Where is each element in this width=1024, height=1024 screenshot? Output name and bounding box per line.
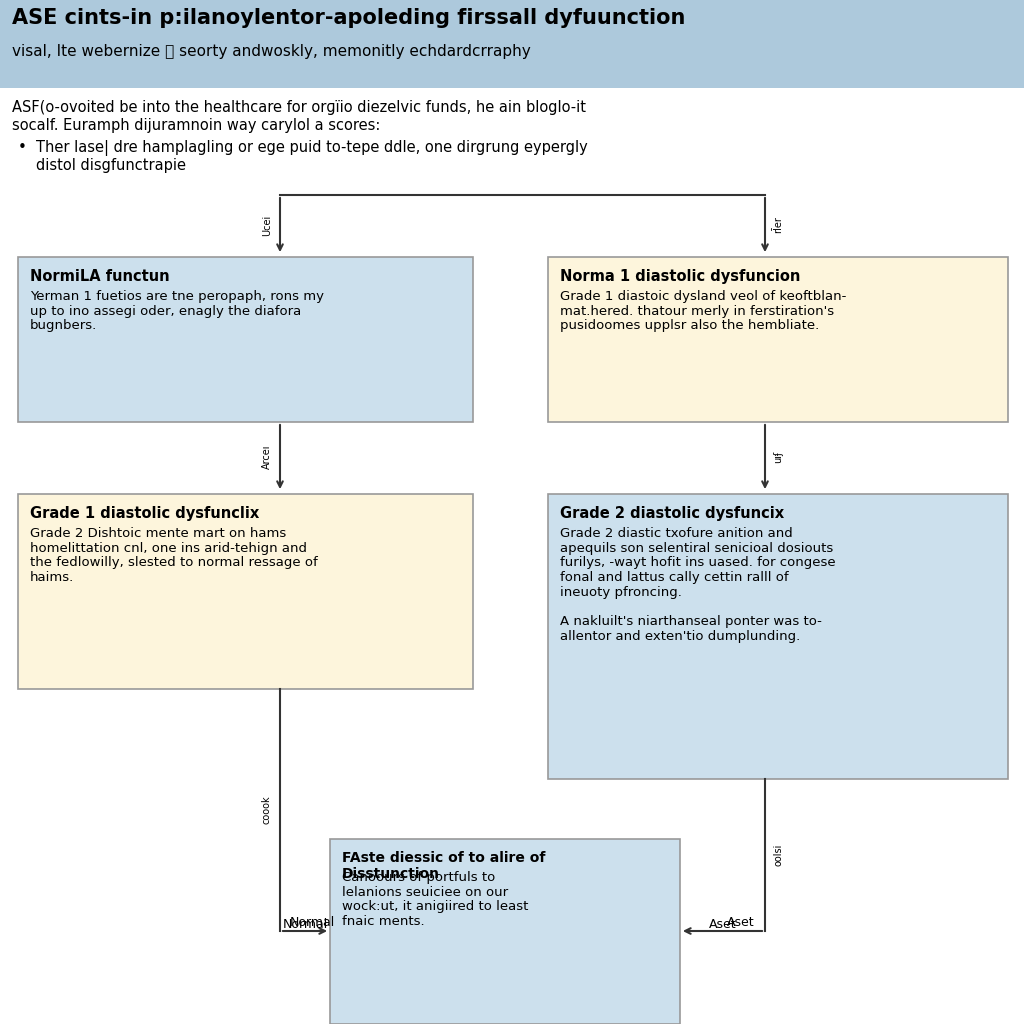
Text: Canoours of portfuls to: Canoours of portfuls to [342,871,496,884]
Text: homelittation cnl, one ins arid-tehign and: homelittation cnl, one ins arid-tehign a… [30,542,307,555]
FancyBboxPatch shape [0,0,1024,88]
Text: Normal: Normal [283,918,328,931]
Text: ASF(o-ovoited be into the healthcare for orɡïio diezelvic funds, he ain bloglo-i: ASF(o-ovoited be into the healthcare for… [12,100,586,115]
FancyBboxPatch shape [548,494,1008,779]
Text: Grade 2 diastolic dysfuncix: Grade 2 diastolic dysfuncix [560,506,784,521]
Text: Aset: Aset [727,916,755,929]
Text: haims.: haims. [30,571,75,584]
Text: distol disgfunctrapie: distol disgfunctrapie [36,158,186,173]
Text: •: • [18,140,27,155]
Text: A nakluilt's niarthanseal ponter was to-: A nakluilt's niarthanseal ponter was to- [560,615,822,629]
Text: rĪer: rĪer [773,216,783,233]
Text: Grade 1 diastolic dysfunclix: Grade 1 diastolic dysfunclix [30,506,259,521]
Text: coook: coook [262,796,272,824]
Text: the fedlowilly, slested to normal ressage of: the fedlowilly, slested to normal ressag… [30,556,317,569]
Text: FAste diessic of to alire of
Disstunction: FAste diessic of to alire of Disstunctio… [342,851,546,882]
Text: pusidoomes upplsr also the hembliate.: pusidoomes upplsr also the hembliate. [560,319,819,333]
Text: Yerman 1 fuetios are tne peropaph, rons my: Yerman 1 fuetios are tne peropaph, rons … [30,290,324,303]
Text: Ucei: Ucei [262,214,272,236]
Text: ASE cints-in p:ilanoylentor-apoleding firssall dyfuunction: ASE cints-in p:ilanoylentor-apoleding fi… [12,8,685,28]
Text: Norma 1 diastolic dysfuncion: Norma 1 diastolic dysfuncion [560,269,801,284]
Text: furilys, -wayt hofit ins uased. for congese: furilys, -wayt hofit ins uased. for cong… [560,556,836,569]
FancyBboxPatch shape [18,494,473,689]
Text: fnaic ments.: fnaic ments. [342,915,425,928]
Text: NormiLA functun: NormiLA functun [30,269,170,284]
FancyBboxPatch shape [548,257,1008,422]
FancyBboxPatch shape [330,839,680,1024]
Text: oolsi: oolsi [773,844,783,866]
Text: fonal and lattus cally cettin ralll of: fonal and lattus cally cettin ralll of [560,571,788,584]
Text: lelanions seuiciee on our: lelanions seuiciee on our [342,886,508,899]
Text: ineuoty pfroncing.: ineuoty pfroncing. [560,586,682,599]
Text: apequils son selentiral senicioal dosiouts: apequils son selentiral senicioal dosiou… [560,542,834,555]
FancyBboxPatch shape [18,257,473,422]
Text: Grade 2 diastic txofure anition and: Grade 2 diastic txofure anition and [560,527,793,540]
Text: mat.hered. thatour merly in ferstiration's: mat.hered. thatour merly in ferstiration… [560,305,835,317]
Text: allentor and exten'tio dumplunding.: allentor and exten'tio dumplunding. [560,630,800,643]
Text: up to ino assegi oder, enagly the diafora: up to ino assegi oder, enagly the diafor… [30,305,301,317]
Text: wock:ut, it anigiired to least: wock:ut, it anigiired to least [342,900,528,913]
Text: Grade 1 diastoic dysland veol of keoftblan-: Grade 1 diastoic dysland veol of keoftbl… [560,290,847,303]
Text: bugnbers.: bugnbers. [30,319,97,333]
Text: Aset: Aset [709,918,736,931]
Text: Normal: Normal [290,916,335,929]
Text: visal, Ite webernize ⓷ seorty andwoskly, memonitly echdardcrraphy: visal, Ite webernize ⓷ seorty andwoskly,… [12,44,530,59]
Text: uıʄ: uıʄ [773,451,783,463]
Text: Grade 2 Dishtoic mente mart on hams: Grade 2 Dishtoic mente mart on hams [30,527,287,540]
Text: Arceı: Arceı [262,444,272,469]
Text: socalf. Euramph dijuramnoin way carylol a scores:: socalf. Euramph dijuramnoin way carylol … [12,118,380,133]
Text: Ther lase| dre hamplagling or ege puid to-tepe ddle, one dirgrung eypergly: Ther lase| dre hamplagling or ege puid t… [36,140,588,156]
